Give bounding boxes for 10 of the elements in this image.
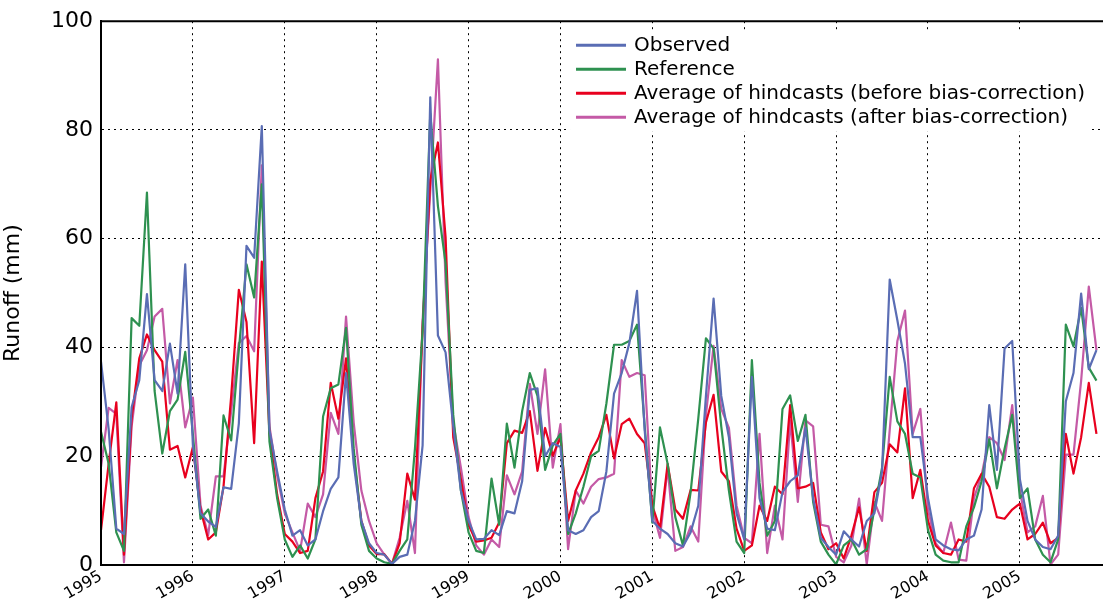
y-axis-title: Runoff (mm) (0, 224, 24, 363)
y-tick-label: 60 (65, 224, 93, 250)
y-tick-label: 100 (51, 6, 93, 32)
legend-label: Average of hindcasts (after bias-correction) (634, 104, 1068, 129)
legend-label: Average of hindcasts (before bias-correction) (634, 80, 1086, 105)
legend-label: Reference (634, 56, 735, 81)
legend-label: Observed (634, 32, 731, 57)
y-tick-label: 80 (65, 115, 93, 141)
y-tick-label: 20 (65, 441, 93, 467)
y-tick-label: 40 (65, 333, 93, 359)
